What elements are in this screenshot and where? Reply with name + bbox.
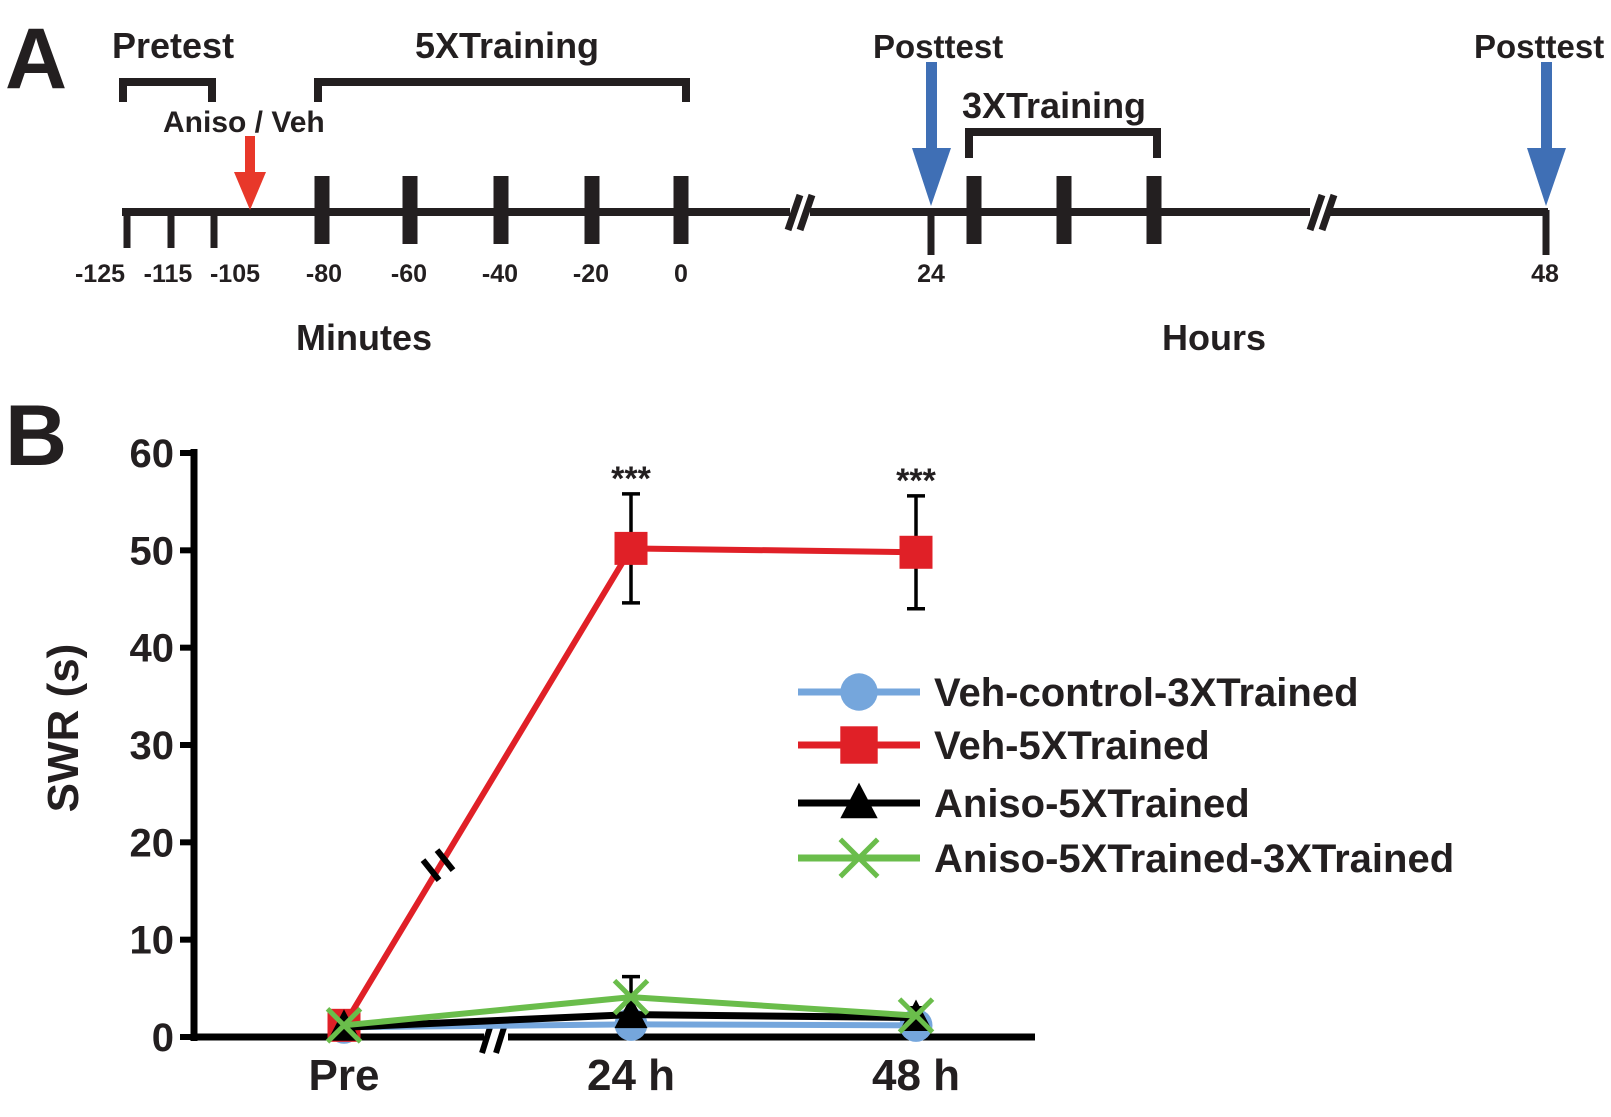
y-tick-label: 60: [130, 432, 175, 476]
x-tick-label: 24 h: [587, 1051, 675, 1100]
training-3x-bracket: [965, 128, 1161, 158]
legend-label: Aniso-5XTrained-3XTrained: [934, 837, 1454, 881]
posttest-arrow-24h: [912, 62, 951, 206]
legend: Veh-control-3XTrained Veh-5XTrained Aniso-…: [798, 671, 1454, 881]
tick-label: -125: [75, 260, 125, 288]
tick-label: -80: [306, 260, 342, 288]
y-tick-label: 10: [130, 919, 175, 963]
training-5x-bracket: [314, 78, 690, 102]
legend-item: Veh-5XTrained: [798, 724, 1210, 768]
line-break-mark: [420, 848, 456, 883]
triangle-marker: [840, 782, 878, 819]
tick-label: 48: [1531, 260, 1559, 288]
drug-label: Aniso / Veh: [163, 106, 325, 139]
posttest-24-label: Posttest: [873, 28, 1003, 65]
significance-marker: ***: [611, 460, 651, 498]
x-marker: [838, 837, 880, 879]
significance-marker: ***: [896, 462, 936, 500]
axis-break-1: [784, 193, 804, 232]
x-marker: [897, 997, 935, 1034]
legend-label: Veh-5XTrained: [934, 724, 1210, 768]
axis-break-2: [1306, 193, 1326, 232]
pretest-bracket: [119, 78, 216, 102]
square-marker: [614, 531, 648, 565]
x-tick-label: Pre: [309, 1051, 380, 1100]
legend-item: Veh-control-3XTrained: [798, 671, 1359, 715]
line-break-stroke: [420, 858, 442, 883]
y-tick-label: 40: [130, 627, 175, 671]
timeline-axis: [122, 176, 1550, 255]
tick-label: 24: [917, 260, 945, 288]
legend-item: Aniso-5XTrained: [798, 782, 1250, 826]
drug-arrow: [234, 136, 266, 210]
x-marker: [612, 978, 650, 1016]
triangle-marker: [614, 996, 648, 1029]
tick-label: -60: [391, 260, 427, 288]
y-tick-label: 0: [152, 1016, 174, 1060]
line-break-stroke: [434, 848, 456, 873]
tick-label: -40: [482, 260, 518, 288]
minutes-label: Minutes: [296, 317, 432, 358]
legend-label: Veh-control-3XTrained: [934, 671, 1359, 715]
training-5x-ticks: [314, 176, 689, 244]
square-marker: [899, 535, 933, 569]
square-marker: [840, 726, 878, 764]
x-marker: [325, 1007, 363, 1044]
circle-marker: [840, 673, 878, 711]
panel-b-label: B: [5, 388, 67, 484]
y-tick-label: 30: [130, 724, 175, 768]
y-tick-label: 20: [130, 821, 175, 865]
panel-a-timeline: A Pretest 5XTraining Aniso / Veh Posttes…: [5, 11, 1604, 358]
training-3x-ticks: [966, 176, 1162, 244]
y-tick-label: 50: [130, 529, 175, 573]
panel-a-label: A: [5, 11, 67, 107]
legend-item: Aniso-5XTrained-3XTrained: [798, 837, 1454, 881]
hours-label: Hours: [1162, 317, 1266, 358]
brackets: [119, 78, 1161, 158]
series-line: [341, 545, 917, 1027]
tick-label: -20: [573, 260, 609, 288]
x-tick-label: 48 h: [872, 1051, 960, 1100]
series-aniso-5xtrained-3xtrained: [325, 974, 935, 1044]
training-5x-label: 5XTraining: [415, 25, 599, 66]
pretest-ticks: [123, 210, 218, 248]
minute-tick-labels: -125 -115 -105 -80 -60 -40 -20 0 24 48: [75, 260, 1559, 288]
training-3x-label: 3XTraining: [962, 85, 1146, 126]
tick-label: -105: [210, 260, 260, 288]
tick-label: -115: [144, 260, 193, 288]
legend-label: Aniso-5XTrained: [934, 782, 1250, 826]
series-layer: *** ***: [325, 460, 937, 1044]
pretest-label: Pretest: [112, 25, 234, 66]
posttest-48-label: Posttest: [1474, 28, 1604, 65]
posttest-arrow-48h: [1527, 62, 1566, 206]
y-axis-label: SWR (s): [39, 644, 88, 813]
series-veh-5xtrained: [327, 492, 933, 1042]
tick-label: 0: [674, 260, 688, 288]
